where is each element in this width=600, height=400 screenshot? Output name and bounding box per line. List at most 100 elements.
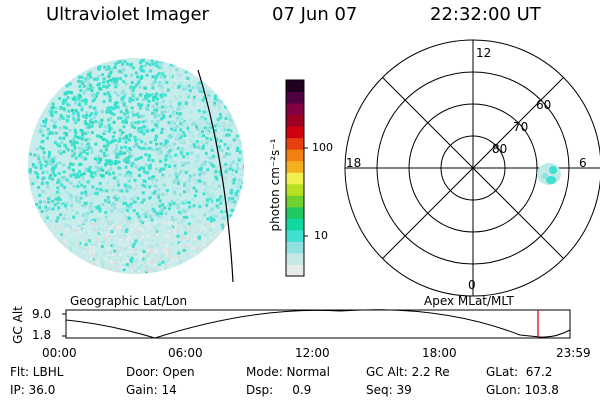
speckle — [193, 237, 197, 241]
speckle — [73, 135, 77, 138]
speckle — [77, 200, 81, 204]
speckle — [159, 66, 163, 70]
speckle — [132, 86, 136, 89]
speckle — [84, 101, 88, 105]
speckle — [83, 79, 87, 83]
speckle — [231, 160, 235, 164]
speckle — [149, 140, 153, 144]
speckle — [160, 176, 163, 180]
speckle — [86, 247, 89, 251]
speckle — [164, 154, 168, 158]
speckle — [67, 196, 71, 199]
speckle — [99, 168, 103, 172]
speckle — [134, 230, 138, 234]
xtick-0600: 06:00 — [168, 346, 203, 360]
colorbar-cell — [286, 229, 304, 242]
speckle — [192, 204, 196, 208]
speckle — [44, 118, 48, 121]
speckle — [187, 183, 191, 186]
speckle — [181, 105, 185, 109]
speckle — [126, 156, 130, 160]
speckle — [121, 95, 125, 99]
speckle — [148, 154, 152, 158]
speckle — [47, 207, 51, 211]
speckle — [79, 95, 83, 99]
speckle — [162, 100, 166, 103]
speckle — [103, 125, 107, 129]
speckle — [138, 201, 141, 205]
speckle — [125, 136, 129, 140]
speckle — [55, 190, 59, 194]
speckle — [226, 113, 229, 116]
speckle — [238, 152, 242, 156]
speckle — [128, 138, 131, 142]
speckle — [72, 184, 76, 188]
speckle — [151, 182, 155, 186]
speckle — [237, 184, 241, 188]
speckle — [120, 229, 124, 233]
speckle — [94, 109, 98, 113]
speckle — [225, 152, 229, 156]
speckle — [177, 105, 181, 109]
speckle — [107, 235, 111, 238]
speckle — [186, 209, 190, 213]
speckle — [131, 88, 135, 92]
speckle — [54, 193, 58, 197]
lat-label-60: 60 — [536, 98, 552, 112]
speckle — [215, 138, 219, 142]
speckle — [121, 101, 125, 104]
speckle — [201, 143, 205, 147]
speckle — [99, 157, 103, 161]
speckle — [119, 110, 123, 114]
speckle — [229, 191, 233, 195]
speckle — [138, 230, 142, 234]
speckle — [109, 260, 113, 264]
speckle — [57, 234, 61, 238]
speckle — [163, 93, 167, 97]
speckle — [174, 179, 178, 183]
speckle — [78, 75, 82, 79]
speckle — [150, 203, 154, 207]
speckle — [237, 158, 241, 162]
speckle — [80, 108, 84, 112]
speckle — [136, 82, 140, 85]
speckle — [177, 255, 180, 259]
speckle — [117, 152, 121, 156]
speckle — [197, 109, 201, 113]
speckle — [126, 111, 130, 115]
speckle — [179, 122, 183, 126]
speckle — [56, 186, 60, 190]
speckle — [180, 118, 184, 122]
speckle — [241, 181, 244, 185]
speckle — [151, 128, 155, 132]
speckle — [173, 203, 177, 207]
speckle — [159, 101, 163, 105]
speckle — [154, 269, 158, 272]
speckle — [132, 145, 136, 149]
speckle — [197, 236, 201, 240]
speckle — [130, 81, 134, 85]
speckle — [46, 127, 50, 131]
speckle — [230, 200, 234, 204]
speckle — [142, 146, 146, 150]
speckle — [168, 250, 172, 254]
speckle — [206, 200, 210, 204]
speckle — [233, 200, 237, 204]
speckle — [213, 97, 217, 101]
speckle — [132, 209, 136, 213]
speckle — [167, 163, 171, 167]
speckle — [75, 231, 79, 235]
speckle — [128, 263, 132, 267]
speckle — [99, 173, 103, 177]
speckle — [155, 64, 159, 68]
speckle — [229, 112, 233, 116]
colorbar-cell — [286, 91, 304, 104]
speckle — [78, 220, 82, 224]
speckle — [124, 134, 128, 138]
speckle — [199, 175, 202, 179]
speckle — [121, 131, 125, 135]
speckle — [114, 106, 118, 110]
speckle — [140, 235, 144, 239]
speckle — [202, 242, 206, 246]
